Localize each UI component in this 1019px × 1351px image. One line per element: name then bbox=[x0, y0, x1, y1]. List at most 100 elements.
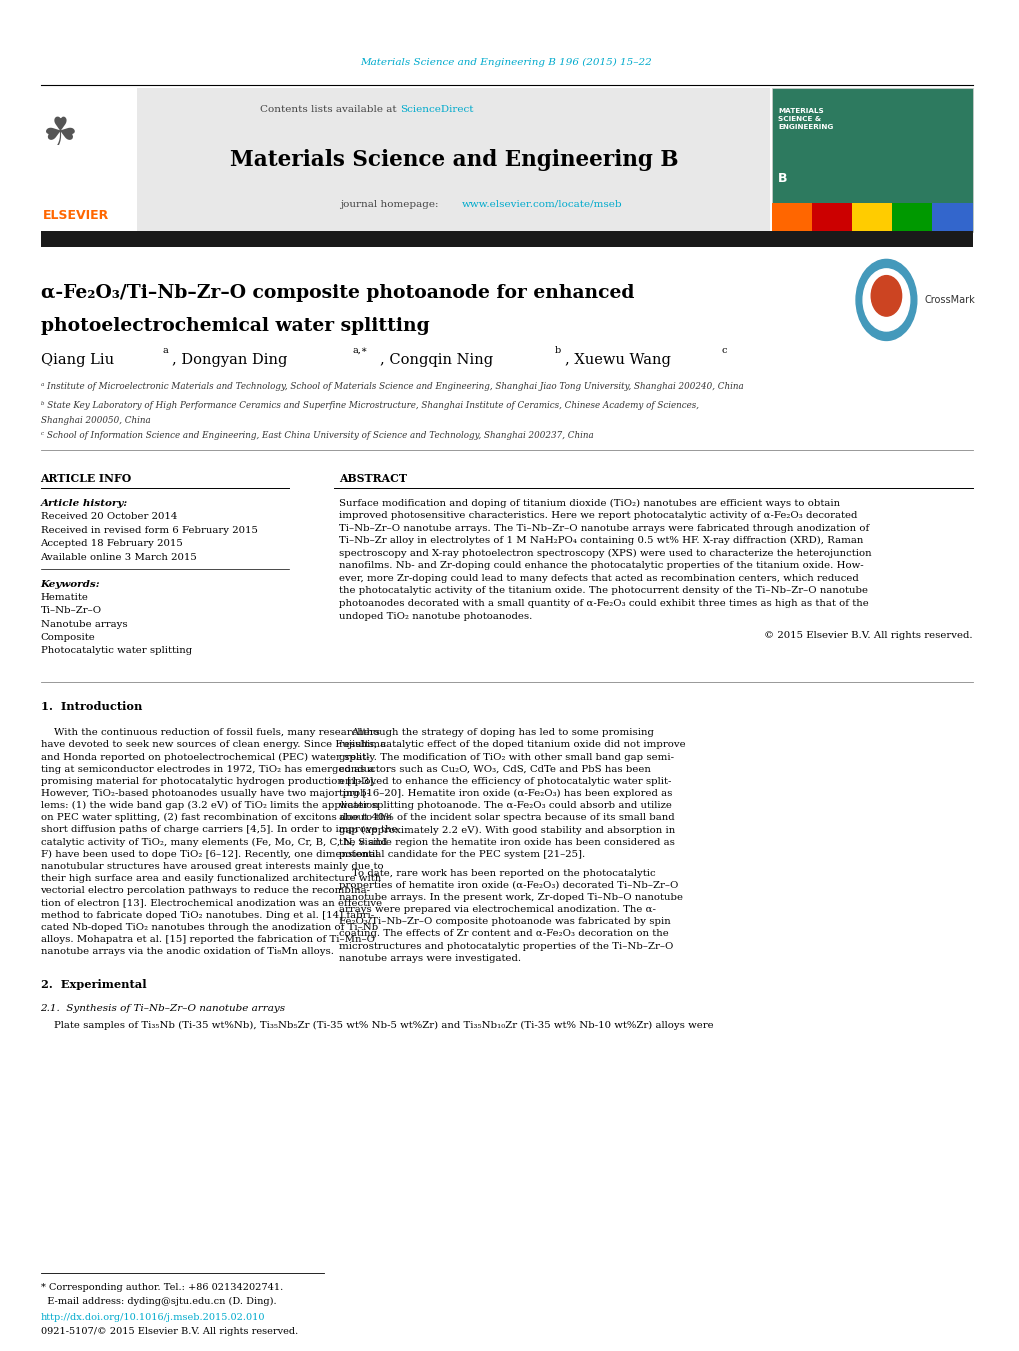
Text: ᶜ School of Information Science and Engineering, East China University of Scienc: ᶜ School of Information Science and Engi… bbox=[41, 431, 593, 440]
Text: MATERIALS
SCIENCE &
ENGINEERING: MATERIALS SCIENCE & ENGINEERING bbox=[777, 108, 833, 130]
Text: ting at semiconductor electrodes in 1972, TiO₂ has emerged as a: ting at semiconductor electrodes in 1972… bbox=[41, 765, 374, 774]
Text: promising material for photocatalytic hydrogen production [1–3].: promising material for photocatalytic hy… bbox=[41, 777, 376, 786]
Text: Although the strategy of doping has led to some promising: Although the strategy of doping has led … bbox=[339, 728, 653, 738]
Text: Materials Science and Engineering B: Materials Science and Engineering B bbox=[229, 149, 678, 170]
Text: on PEC water splitting, (2) fast recombination of excitons due to the: on PEC water splitting, (2) fast recombi… bbox=[41, 813, 391, 823]
Text: b: b bbox=[554, 346, 560, 355]
Text: a: a bbox=[162, 346, 168, 355]
Text: properties of hematite iron oxide (α-Fe₂O₃) decorated Ti–Nb–Zr–O: properties of hematite iron oxide (α-Fe₂… bbox=[339, 881, 678, 890]
Text: improved photosensitive characteristics. Here we report photocatalytic activity : improved photosensitive characteristics.… bbox=[339, 511, 857, 520]
Text: ScienceDirect: ScienceDirect bbox=[399, 105, 473, 115]
Text: vectorial electro percolation pathways to reduce the recombina-: vectorial electro percolation pathways t… bbox=[41, 886, 370, 896]
Text: , Dongyan Ding: , Dongyan Ding bbox=[172, 353, 287, 366]
Text: alloys. Mohapatra et al. [15] reported the fabrication of Ti–Mn–O: alloys. Mohapatra et al. [15] reported t… bbox=[41, 935, 374, 944]
Circle shape bbox=[855, 259, 916, 340]
Text: Surface modification and doping of titanium dioxide (TiO₂) nanotubes are efficie: Surface modification and doping of titan… bbox=[339, 499, 840, 508]
Text: α-Fe₂O₃/Ti–Nb–Zr–O composite photoanode for enhanced: α-Fe₂O₃/Ti–Nb–Zr–O composite photoanode … bbox=[41, 284, 634, 301]
Text: However, TiO₂-based photoanodes usually have two major prob-: However, TiO₂-based photoanodes usually … bbox=[41, 789, 369, 798]
Text: journal homepage:: journal homepage: bbox=[340, 200, 441, 209]
Text: ᵃ Institute of Microelectronic Materials and Technology, School of Materials Sci: ᵃ Institute of Microelectronic Materials… bbox=[41, 382, 743, 392]
Text: Contents lists available at: Contents lists available at bbox=[260, 105, 399, 115]
Text: Available online 3 March 2015: Available online 3 March 2015 bbox=[41, 553, 197, 562]
Text: employed to enhance the efficiency of photocatalytic water split-: employed to enhance the efficiency of ph… bbox=[339, 777, 672, 786]
Text: photoelectrochemical water splitting: photoelectrochemical water splitting bbox=[41, 317, 429, 335]
FancyBboxPatch shape bbox=[41, 88, 137, 232]
Text: Hematite: Hematite bbox=[41, 593, 89, 603]
Text: ABSTRACT: ABSTRACT bbox=[339, 473, 407, 484]
FancyBboxPatch shape bbox=[892, 203, 931, 232]
Text: the visible region the hematite iron oxide has been considered as: the visible region the hematite iron oxi… bbox=[339, 838, 675, 847]
Text: nanotube arrays were investigated.: nanotube arrays were investigated. bbox=[339, 954, 521, 963]
Text: water splitting photoanode. The α-Fe₂O₃ could absorb and utilize: water splitting photoanode. The α-Fe₂O₃ … bbox=[339, 801, 672, 811]
FancyBboxPatch shape bbox=[851, 203, 892, 232]
Text: Plate samples of Ti₃₅Nb (Ti-35 wt%Nb), Ti₃₅Nb₅Zr (Ti-35 wt% Nb-5 wt%Zr) and Ti₃₅: Plate samples of Ti₃₅Nb (Ti-35 wt%Nb), T… bbox=[41, 1021, 712, 1031]
Text: spectroscopy and X-ray photoelectron spectroscopy (XPS) were used to characteriz: spectroscopy and X-ray photoelectron spe… bbox=[339, 549, 871, 558]
FancyBboxPatch shape bbox=[771, 203, 811, 232]
FancyBboxPatch shape bbox=[931, 203, 971, 232]
Text: tion of electron [13]. Electrochemical anodization was an effective: tion of electron [13]. Electrochemical a… bbox=[41, 898, 381, 908]
Text: and Honda reported on photoelectrochemical (PEC) water split-: and Honda reported on photoelectrochemic… bbox=[41, 753, 369, 762]
Text: their high surface area and easily functionalized architecture with: their high surface area and easily funct… bbox=[41, 874, 380, 884]
Text: Photocatalytic water splitting: Photocatalytic water splitting bbox=[41, 646, 192, 655]
Text: To date, rare work has been reported on the photocatalytic: To date, rare work has been reported on … bbox=[339, 869, 655, 878]
Text: Materials Science and Engineering B 196 (2015) 15–22: Materials Science and Engineering B 196 … bbox=[361, 58, 652, 68]
Text: * Corresponding author. Tel.: +86 02134202741.: * Corresponding author. Tel.: +86 021342… bbox=[41, 1283, 282, 1293]
Text: potential candidate for the PEC system [21–25].: potential candidate for the PEC system [… bbox=[339, 850, 585, 859]
Text: ☘: ☘ bbox=[43, 115, 77, 153]
Text: ᵇ State Key Laboratory of High Performance Ceramics and Superfine Microstructure: ᵇ State Key Laboratory of High Performan… bbox=[41, 401, 698, 411]
FancyBboxPatch shape bbox=[811, 203, 851, 232]
Circle shape bbox=[870, 276, 901, 316]
Text: have devoted to seek new sources of clean energy. Since Fujishima: have devoted to seek new sources of clea… bbox=[41, 740, 385, 750]
Text: results, catalytic effect of the doped titanium oxide did not improve: results, catalytic effect of the doped t… bbox=[339, 740, 686, 750]
Text: Ti–Nb–Zr–O: Ti–Nb–Zr–O bbox=[41, 607, 102, 615]
Text: © 2015 Elsevier B.V. All rights reserved.: © 2015 Elsevier B.V. All rights reserved… bbox=[763, 631, 971, 640]
Text: greatly. The modification of TiO₂ with other small band gap semi-: greatly. The modification of TiO₂ with o… bbox=[339, 753, 674, 762]
Text: Received in revised form 6 February 2015: Received in revised form 6 February 2015 bbox=[41, 526, 257, 535]
Text: ting [16–20]. Hematite iron oxide (α-Fe₂O₃) has been explored as: ting [16–20]. Hematite iron oxide (α-Fe₂… bbox=[339, 789, 673, 798]
Text: gap (approximately 2.2 eV). With good stability and absorption in: gap (approximately 2.2 eV). With good st… bbox=[339, 825, 675, 835]
Text: photoanodes decorated with a small quantity of α-Fe₂O₃ could exhibit three times: photoanodes decorated with a small quant… bbox=[339, 598, 868, 608]
Text: nanofilms. Nb- and Zr-doping could enhance the photocatalytic properties of the : nanofilms. Nb- and Zr-doping could enhan… bbox=[339, 561, 863, 570]
Text: a,∗: a,∗ bbox=[353, 346, 368, 355]
Text: With the continuous reduction of fossil fuels, many researchers: With the continuous reduction of fossil … bbox=[41, 728, 379, 738]
Text: F) have been used to dope TiO₂ [6–12]. Recently, one dimensional: F) have been used to dope TiO₂ [6–12]. R… bbox=[41, 850, 377, 859]
FancyBboxPatch shape bbox=[771, 88, 971, 232]
Text: 2.1.  Synthesis of Ti–Nb–Zr–O nanotube arrays: 2.1. Synthesis of Ti–Nb–Zr–O nanotube ar… bbox=[41, 1004, 285, 1013]
Text: Composite: Composite bbox=[41, 632, 95, 642]
Text: 1.  Introduction: 1. Introduction bbox=[41, 701, 142, 712]
Text: Shanghai 200050, China: Shanghai 200050, China bbox=[41, 416, 150, 426]
Circle shape bbox=[862, 269, 909, 331]
Text: Received 20 October 2014: Received 20 October 2014 bbox=[41, 512, 176, 521]
Text: ELSEVIER: ELSEVIER bbox=[43, 209, 109, 223]
Text: Ti–Nb–Zr alloy in electrolytes of 1 M NaH₂PO₄ containing 0.5 wt% HF. X-ray diffr: Ti–Nb–Zr alloy in electrolytes of 1 M Na… bbox=[339, 536, 863, 546]
Text: arrays were prepared via electrochemical anodization. The α-: arrays were prepared via electrochemical… bbox=[339, 905, 655, 915]
Text: , Xuewu Wang: , Xuewu Wang bbox=[565, 353, 671, 366]
Text: conductors such as Cu₂O, WO₃, CdS, CdTe and PbS has been: conductors such as Cu₂O, WO₃, CdS, CdTe … bbox=[339, 765, 650, 774]
Text: ARTICLE INFO: ARTICLE INFO bbox=[41, 473, 131, 484]
Text: nanotubular structures have aroused great interests mainly due to: nanotubular structures have aroused grea… bbox=[41, 862, 383, 871]
Text: nanotube arrays. In the present work, Zr-doped Ti–Nb–O nanotube: nanotube arrays. In the present work, Zr… bbox=[339, 893, 683, 902]
Text: short diffusion paths of charge carriers [4,5]. In order to improve the: short diffusion paths of charge carriers… bbox=[41, 825, 396, 835]
Text: 2.  Experimental: 2. Experimental bbox=[41, 979, 146, 990]
Text: c: c bbox=[720, 346, 727, 355]
Text: nanotube arrays via the anodic oxidation of Ti₈Mn alloys.: nanotube arrays via the anodic oxidation… bbox=[41, 947, 333, 957]
Text: coating. The effects of Zr content and α-Fe₂O₃ decoration on the: coating. The effects of Zr content and α… bbox=[339, 929, 668, 939]
Text: the photocatalytic activity of the titanium oxide. The photocurrent density of t: the photocatalytic activity of the titan… bbox=[339, 586, 867, 596]
Text: http://dx.doi.org/10.1016/j.mseb.2015.02.010: http://dx.doi.org/10.1016/j.mseb.2015.02… bbox=[41, 1313, 265, 1323]
Text: 0921-5107/© 2015 Elsevier B.V. All rights reserved.: 0921-5107/© 2015 Elsevier B.V. All right… bbox=[41, 1327, 298, 1336]
FancyBboxPatch shape bbox=[137, 88, 769, 232]
Text: Fe₂O₃/Ti–Nb–Zr–O composite photoanode was fabricated by spin: Fe₂O₃/Ti–Nb–Zr–O composite photoanode wa… bbox=[339, 917, 671, 927]
Text: , Congqin Ning: , Congqin Ning bbox=[379, 353, 492, 366]
Text: Keywords:: Keywords: bbox=[41, 580, 100, 589]
Text: lems: (1) the wide band gap (3.2 eV) of TiO₂ limits the application: lems: (1) the wide band gap (3.2 eV) of … bbox=[41, 801, 378, 811]
Text: undoped TiO₂ nanotube photoanodes.: undoped TiO₂ nanotube photoanodes. bbox=[339, 612, 532, 620]
Text: CrossMark: CrossMark bbox=[924, 295, 975, 304]
Text: microstructures and photocatalytic properties of the Ti–Nb–Zr–O: microstructures and photocatalytic prope… bbox=[339, 942, 674, 951]
Text: www.elsevier.com/locate/mseb: www.elsevier.com/locate/mseb bbox=[462, 200, 622, 209]
Text: ever, more Zr-doping could lead to many defects that acted as recombination cent: ever, more Zr-doping could lead to many … bbox=[339, 574, 858, 582]
Text: Nanotube arrays: Nanotube arrays bbox=[41, 620, 127, 628]
Text: Qiang Liu: Qiang Liu bbox=[41, 353, 113, 366]
FancyBboxPatch shape bbox=[41, 231, 971, 247]
Text: Article history:: Article history: bbox=[41, 499, 127, 508]
Text: E-mail address: dyding@sjtu.edu.cn (D. Ding).: E-mail address: dyding@sjtu.edu.cn (D. D… bbox=[41, 1297, 276, 1306]
